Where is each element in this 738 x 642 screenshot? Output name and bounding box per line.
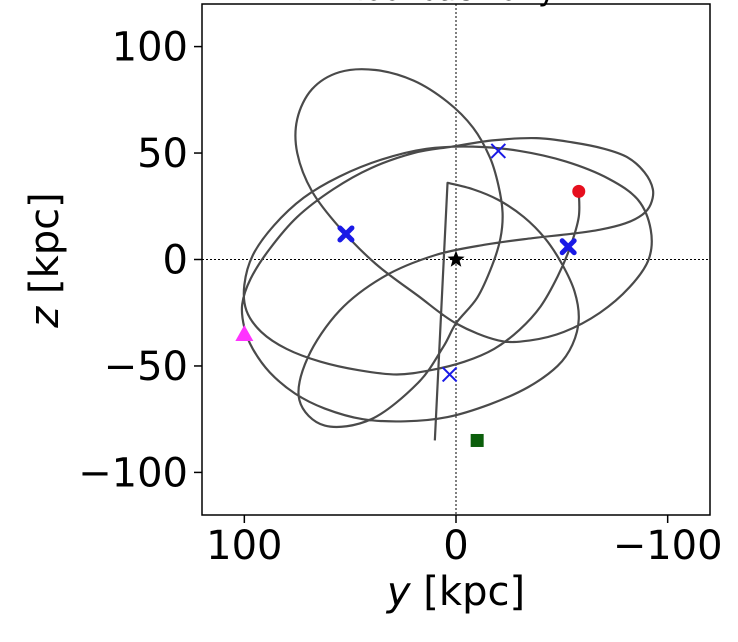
start-circle-marker xyxy=(572,184,586,198)
series-layer xyxy=(240,68,655,441)
x-axis-label: y [kpc] xyxy=(386,569,525,615)
x-tick-label: 100 xyxy=(206,523,282,569)
orbit-line-0 xyxy=(240,68,655,441)
bold-x-marker-4 xyxy=(337,225,355,243)
x-marker-6 xyxy=(490,143,507,159)
x-tick-label: −100 xyxy=(613,523,723,569)
x-axis-ticks: 100 0 −100 xyxy=(206,515,723,569)
y-axis-ticks: 100 50 0 −50 −100 xyxy=(78,25,202,496)
y-tick-label: −100 xyxy=(78,450,188,496)
end-square-marker xyxy=(470,433,484,447)
y-tick-label: 100 xyxy=(112,25,188,71)
y-axis-label: z [kpc] xyxy=(22,192,68,328)
y-tick-label: 0 xyxy=(163,238,188,284)
y-tick-label: −50 xyxy=(104,344,188,390)
center-star-marker xyxy=(447,250,465,267)
marker-layer xyxy=(235,143,586,447)
x-marker-7 xyxy=(441,366,458,383)
plot-area xyxy=(202,4,710,515)
y-tick-label: 50 xyxy=(137,131,188,177)
x-tick-label: 0 xyxy=(443,523,468,569)
bold-x-marker-5 xyxy=(559,238,577,256)
end-triangle-marker xyxy=(235,325,254,342)
